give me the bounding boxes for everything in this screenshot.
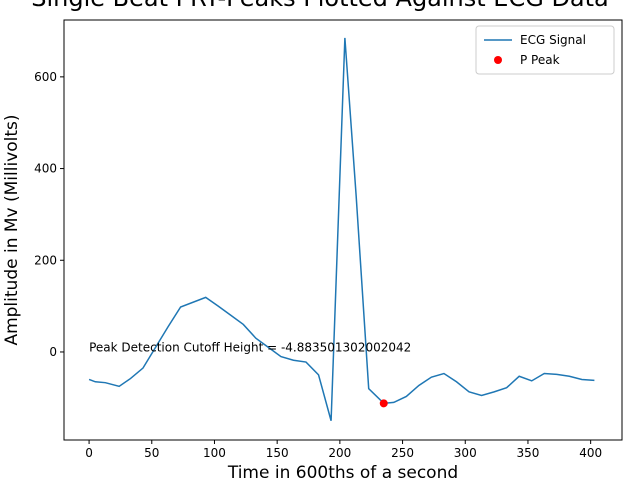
x-tick-label: 200 — [328, 446, 351, 460]
x-tick-label: 400 — [579, 446, 602, 460]
plot-frame — [63, 19, 623, 441]
y-tick-label: 600 — [34, 70, 57, 84]
x-tick-label: 300 — [454, 446, 477, 460]
annotation: Peak Detection Cutoff Height = -4.883501… — [89, 340, 411, 354]
ecg-line — [88, 37, 595, 421]
chart-title: Single Beat PRT-Peaks Plotted Against EC… — [31, 0, 609, 12]
legend-box — [475, 25, 615, 75]
x-tick-label: 250 — [391, 446, 414, 460]
y-tick-label: 400 — [34, 162, 57, 176]
x-tick-label: 350 — [517, 446, 540, 460]
x-tick-label: 150 — [266, 446, 289, 460]
x-tick-label: 0 — [85, 446, 93, 460]
legend-label: ECG Signal — [520, 33, 586, 47]
peak-marker — [379, 399, 388, 408]
y-tick-label: 200 — [34, 253, 57, 267]
y-tick-label: 0 — [49, 345, 57, 359]
x-tick-label: 100 — [203, 446, 226, 460]
x-axis-label: Time in 600ths of a second — [227, 463, 458, 480]
x-tick-label: 50 — [144, 446, 159, 460]
y-axis-label: Amplitude in Mv (Millivolts) — [2, 114, 22, 345]
legend-swatch — [494, 56, 502, 64]
legend-label: P Peak — [520, 53, 560, 67]
